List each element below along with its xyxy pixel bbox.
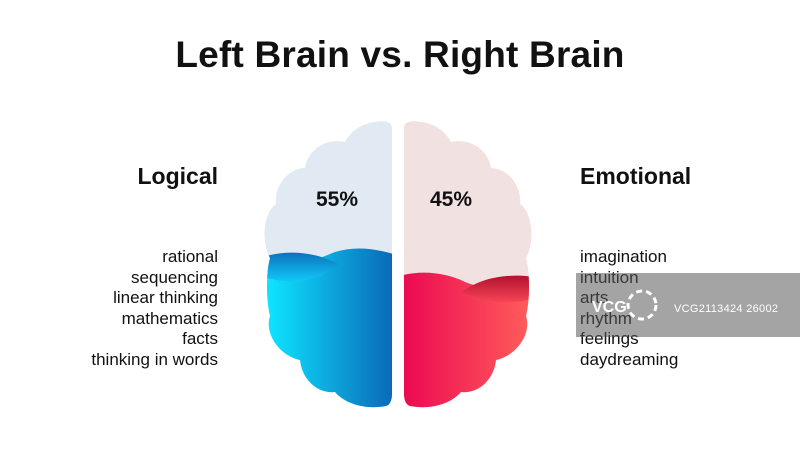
- watermark-text: VCG2113424 26002: [674, 303, 779, 315]
- left-heading: Logical: [137, 163, 218, 189]
- list-item: imagination: [580, 247, 667, 266]
- right-wave: [462, 275, 532, 303]
- list-item: rational: [162, 247, 218, 266]
- list-item: linear thinking: [113, 288, 218, 308]
- svg-text:VCG: VCG: [592, 299, 627, 316]
- list-item: mathematics: [121, 308, 218, 328]
- right-hemisphere: [404, 121, 532, 408]
- watermark: VCG VCG2113424 26002: [576, 273, 800, 337]
- page-title: Left Brain vs. Right Brain: [175, 34, 625, 75]
- right-percent-label: 45%: [430, 188, 473, 211]
- list-item: daydreaming: [580, 349, 679, 369]
- brain-diagram: [264, 121, 532, 408]
- left-percent-label: 55%: [316, 188, 359, 211]
- left-wave: [264, 252, 338, 282]
- watermark-logo-icon: VCG: [592, 289, 658, 321]
- left-trait-list: rational sequencing linear thinking math…: [91, 247, 218, 371]
- list-item: facts: [182, 329, 218, 349]
- list-item: thinking in words: [91, 349, 218, 369]
- list-item: sequencing: [131, 267, 218, 287]
- left-hemisphere: [264, 121, 392, 408]
- right-heading: Emotional: [580, 163, 692, 189]
